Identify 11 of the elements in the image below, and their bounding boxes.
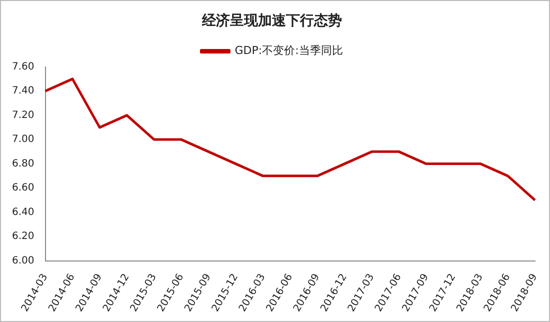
y-tick-label: 7.60	[12, 61, 34, 72]
y-tick-label: 7.40	[12, 86, 34, 97]
y-tick-label: 7.00	[12, 134, 34, 146]
y-tick-label: 7.20	[12, 110, 34, 121]
y-tick-label: 6.80	[12, 158, 34, 170]
y-tick-label: 6.00	[12, 255, 34, 266]
y-tick-label: 6.40	[12, 206, 34, 218]
y-tick-label: 6.60	[12, 182, 34, 194]
y-tick-label: 6.20	[12, 231, 34, 242]
legend-label: GDP:不变价:当季同比	[234, 44, 343, 58]
chart-title: 经济呈现加速下行态势	[201, 12, 342, 30]
